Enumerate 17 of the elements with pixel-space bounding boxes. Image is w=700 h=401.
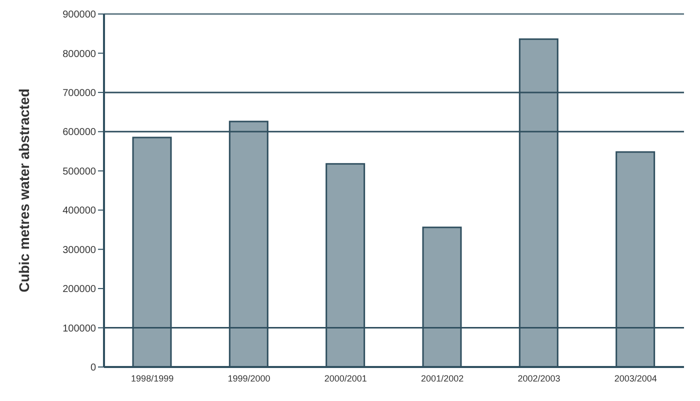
y-tick-label: 500000 [62,166,96,178]
x-tick-label: 2001/2002 [421,373,464,384]
y-tick-label: 100000 [62,323,96,334]
y-tick-label: 400000 [62,206,96,217]
y-tick-label: 700000 [62,88,96,99]
y-tick-label: 600000 [62,127,96,138]
y-tick-label: 900000 [62,10,96,21]
x-tick-label: 1999/2000 [228,373,270,384]
x-tick-label: 1998/1999 [131,373,174,384]
x-tick-label: 2000/2001 [324,373,367,384]
x-tick-label: 2002/2003 [518,373,560,384]
y-tick-label: 300000 [62,244,96,256]
y-tick-label: 800000 [62,48,96,60]
x-tick-label: 2003/2004 [614,373,657,384]
y-tick-label: 200000 [62,284,96,296]
y-axis-title: Cubic metres water abstracted [16,88,32,292]
y-tick-label: 0 [90,362,96,374]
